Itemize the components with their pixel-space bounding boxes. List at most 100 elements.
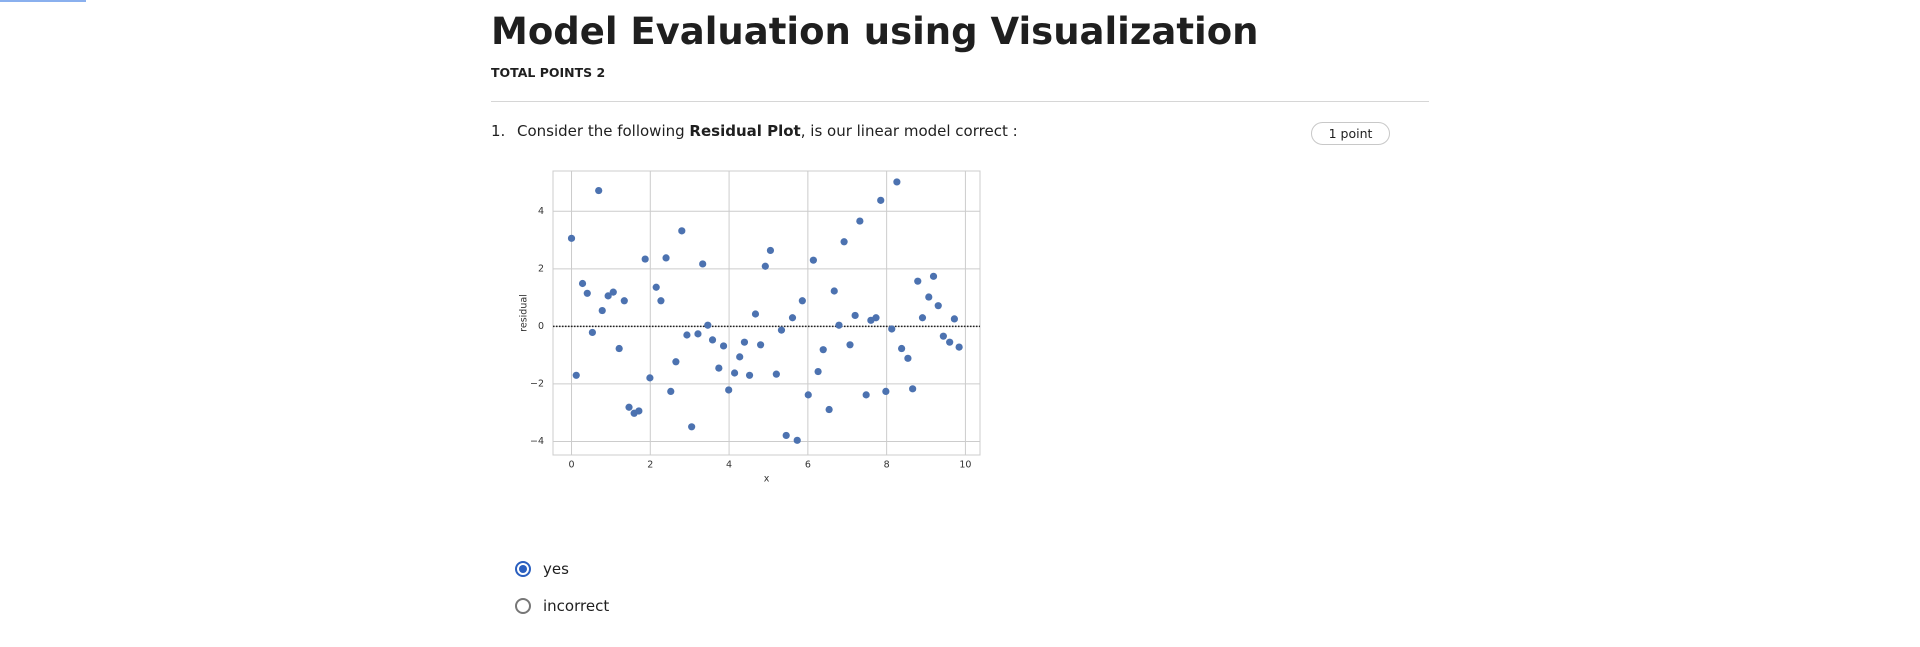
point [893,178,901,186]
point [809,256,817,264]
point [736,353,744,361]
point [835,321,843,329]
x-tick-label: 2 [647,460,653,471]
point [888,325,896,333]
point [620,297,628,305]
text: , is our linear model correct : [800,122,1018,140]
point [766,246,775,255]
point [804,391,812,399]
point [683,331,691,339]
point [830,287,838,295]
y-tick-label: 0 [538,321,544,332]
point [798,297,806,305]
point [667,387,675,396]
point [904,354,912,362]
y-tick-label: −4 [530,436,544,447]
point [898,344,906,353]
point [598,306,606,315]
y-axis-label: residual [519,294,530,332]
point [882,387,890,396]
y-tick-label: −2 [530,378,544,389]
x-tick-label: 0 [568,460,574,471]
point [604,292,612,300]
point [635,407,643,415]
point [772,370,780,378]
point [740,338,749,346]
point [719,342,728,350]
x-tick-label: 8 [884,460,890,471]
point [694,330,702,338]
progress-bar [0,0,86,2]
point [851,311,859,320]
x-tick-label: 6 [805,460,811,471]
point [708,336,717,344]
point [641,255,649,263]
point [567,234,576,242]
point [595,186,603,195]
point [657,297,665,305]
chart: −4 −2 0 2 4 0 2 4 6 8 10 x residual [519,170,981,485]
point [730,369,739,377]
text: Consider the following [517,122,690,140]
x-axis-label: x [764,474,770,485]
option-label: yes [543,560,569,578]
point [914,277,922,285]
point [782,431,790,440]
radio-button[interactable] [515,561,531,577]
point [909,385,917,393]
point [918,314,927,322]
point [950,315,958,323]
point [862,391,870,399]
radio-button[interactable] [515,598,531,614]
point [699,260,707,268]
point [946,338,954,346]
point [678,227,686,235]
point [825,405,833,414]
point [646,374,654,382]
point [652,283,660,291]
point [761,262,769,270]
point [751,310,760,318]
y-tick-label: 2 [538,263,544,274]
point [840,238,848,246]
radio-option[interactable]: incorrect [515,597,609,615]
x-tick-label: 10 [959,460,971,471]
point [583,289,591,297]
point [672,358,680,366]
point [788,314,797,322]
point [777,326,786,334]
point [819,346,827,354]
point [877,196,885,204]
point [814,367,822,376]
question-text: Consider the following Residual Plot, is… [517,122,1018,140]
point [934,302,942,310]
divider [491,101,1429,102]
question-number: 1. [491,122,506,140]
point [715,364,723,372]
y-tick-label: 4 [538,206,544,217]
radio-option[interactable]: yes [515,560,569,578]
points-badge: 1 point [1311,122,1390,145]
point [756,341,765,349]
point [625,403,633,411]
point [929,272,938,280]
total-points: TOTAL POINTS 2 [491,65,606,80]
point [688,423,696,431]
point [662,254,670,262]
plot-area [552,170,981,456]
text-bold: Residual Plot [689,122,801,140]
point [572,371,580,379]
x-tick-label: 4 [726,460,732,471]
point [846,341,854,349]
point [872,314,880,322]
point [609,288,617,296]
point [745,371,754,379]
point [939,332,947,340]
point [578,279,587,288]
point [725,386,733,394]
point [925,293,933,301]
page-title: Model Evaluation using Visualization [491,10,1259,53]
point [615,344,623,353]
point [793,436,801,444]
